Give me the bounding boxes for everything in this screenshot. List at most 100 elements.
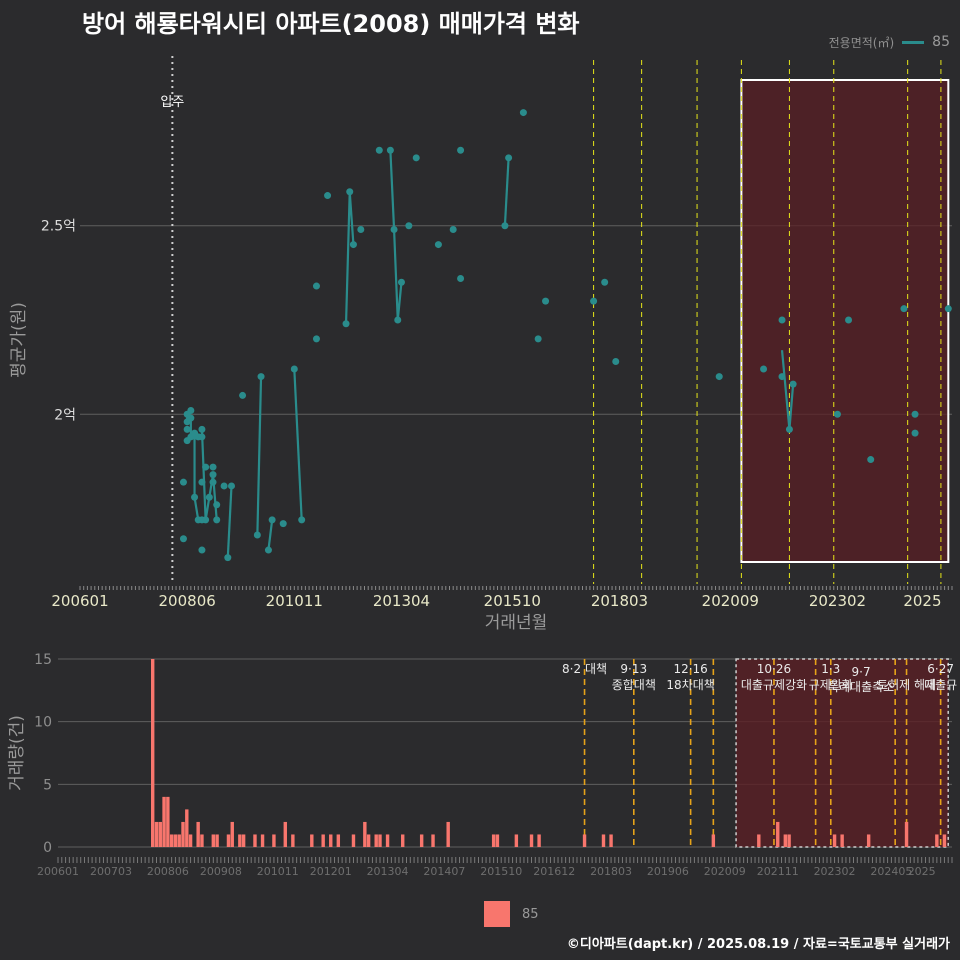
volume-bar-25 — [321, 834, 325, 847]
volume-bar-26 — [329, 834, 333, 847]
volume-bar-45 — [609, 834, 613, 847]
price-point-36 — [298, 516, 306, 524]
price-line-segment-2 — [226, 485, 233, 558]
price-point-71 — [867, 456, 875, 464]
volume-bar-18 — [241, 834, 246, 847]
price-point-15 — [198, 546, 206, 554]
bottom-x-tick-label: 200806 — [147, 865, 189, 878]
price-point-28 — [227, 482, 235, 490]
bottom-y-axis-title: 거래량(건) — [7, 715, 27, 791]
price-point-64 — [760, 365, 768, 373]
price-point-25 — [213, 501, 221, 509]
price-point-46 — [390, 225, 398, 233]
volume-bar-22 — [283, 821, 287, 847]
policy-annotation-7-0: 6·27 — [927, 662, 954, 676]
legend-top: 전용면적(㎡) 85 — [829, 32, 950, 52]
volume-bar-32 — [378, 834, 382, 847]
policy-annotation-5-0: 9·7 — [852, 665, 871, 679]
price-point-41 — [346, 188, 354, 196]
bottom-x-tick-label: 201906 — [647, 865, 689, 878]
top-x-tick-label: 201304 — [373, 592, 430, 610]
top-y-tick-label: 2억 — [54, 407, 76, 423]
price-point-65 — [778, 316, 786, 324]
policy-annotation-3-0: 10·26 — [757, 662, 791, 676]
top-x-tick-label: 200806 — [159, 592, 216, 610]
policy-annotation-5-1: 특례대출축소 — [828, 680, 894, 694]
price-point-23 — [209, 478, 217, 486]
volume-bar-53 — [866, 834, 871, 847]
bottom-x-tick-label: 200703 — [90, 865, 132, 878]
volume-bar-11 — [196, 821, 200, 847]
price-point-29 — [239, 391, 247, 399]
price-point-7 — [187, 407, 195, 415]
legend-bar-label: 85 — [522, 906, 539, 922]
policy-annotation-1-1: 종합대책 — [612, 677, 656, 692]
price-line-segment-5 — [293, 368, 303, 520]
legend-series-label: 85 — [932, 34, 950, 50]
volume-bar-19 — [253, 834, 257, 847]
price-point-70 — [845, 316, 853, 324]
volume-bar-42 — [537, 834, 541, 847]
price-point-6 — [187, 414, 195, 422]
price-point-4 — [183, 425, 191, 433]
price-point-42 — [349, 241, 357, 249]
volume-bar-47 — [757, 834, 761, 847]
price-point-54 — [457, 275, 465, 283]
price-point-39 — [324, 192, 332, 200]
legend-line-swatch — [902, 40, 925, 44]
top-x-tick-label: 202302 — [809, 592, 866, 610]
top-x-axis-title: 거래년월 — [485, 613, 548, 633]
price-point-58 — [534, 335, 542, 343]
bottom-x-tick-label: 201510 — [480, 865, 522, 878]
price-point-44 — [375, 146, 383, 154]
volume-bar-29 — [363, 821, 367, 847]
price-point-55 — [501, 222, 509, 230]
bottom-x-tick-label: 202009 — [704, 865, 746, 878]
volume-bar-23 — [291, 834, 295, 847]
volume-bar-39 — [495, 834, 500, 847]
price-point-45 — [386, 146, 394, 154]
volume-bar-55 — [935, 834, 939, 847]
top-highlight-box — [740, 79, 950, 563]
bottom-x-tick-label: 202405 — [870, 865, 912, 878]
price-point-30 — [253, 531, 261, 539]
top-x-tick-label: 202009 — [702, 592, 759, 610]
price-point-72 — [900, 305, 908, 313]
price-point-38 — [312, 335, 320, 343]
volume-bar-46 — [711, 834, 716, 847]
chart-title: 방어 해룡타워시티 아파트(2008) 매매가격 변화 — [82, 10, 580, 38]
price-line-segment-3 — [256, 376, 263, 535]
volume-bar-0 — [150, 659, 155, 847]
bottom-x-tick-label: 201803 — [590, 865, 632, 878]
volume-bar-20 — [260, 834, 265, 847]
price-point-43 — [357, 225, 365, 233]
volume-bar-15 — [226, 834, 231, 847]
price-point-24 — [213, 516, 221, 524]
top-x-tick-label: 200601 — [51, 592, 108, 610]
price-point-35 — [290, 365, 298, 373]
price-point-0 — [179, 478, 187, 486]
price-point-63 — [715, 373, 723, 381]
volume-bar-37 — [446, 821, 450, 847]
policy-annotation-2-0: 12·16 — [673, 662, 707, 676]
volume-bar-7 — [177, 834, 181, 847]
price-point-14 — [198, 478, 206, 486]
bottom-x-tick-label: 2025 — [908, 865, 936, 878]
price-line-segment-8 — [503, 157, 510, 226]
volume-bar-48 — [776, 821, 780, 847]
price-point-20 — [205, 493, 213, 501]
volume-bar-31 — [374, 834, 378, 847]
volume-bar-14 — [215, 834, 219, 847]
volume-bar-33 — [385, 834, 390, 847]
volume-bar-41 — [529, 834, 534, 847]
bottom-y-tick-label: 5 — [43, 777, 52, 793]
price-point-37 — [312, 282, 320, 290]
bottom-x-tick-label: 202111 — [757, 865, 799, 878]
volume-bar-51 — [832, 834, 837, 847]
policy-annotation-2-1: 18차대책 — [666, 677, 714, 692]
bottom-x-tick-label: 200908 — [200, 865, 242, 878]
bottom-y-tick-label: 0 — [43, 840, 52, 856]
volume-bar-43 — [582, 834, 587, 847]
top-x-tick-label: 201011 — [266, 592, 323, 610]
